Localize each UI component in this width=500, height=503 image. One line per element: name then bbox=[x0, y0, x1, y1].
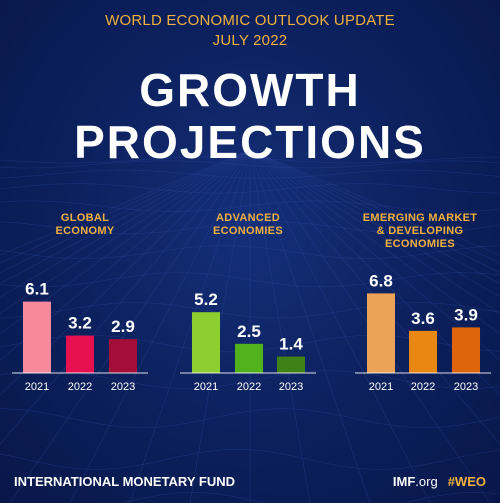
year-tick-label: 2023 bbox=[279, 381, 303, 393]
panel-title-advanced-economies: ADVANCED ECONOMIES bbox=[213, 212, 283, 237]
bar-2022 bbox=[409, 330, 437, 373]
grid-line bbox=[0, 221, 500, 234]
year-tick-label: 2023 bbox=[454, 381, 478, 393]
grid-line bbox=[0, 408, 500, 429]
year-tick-label: 2022 bbox=[411, 381, 435, 393]
bar-2021 bbox=[192, 312, 220, 373]
grid-line bbox=[249, 149, 371, 503]
grid-line bbox=[0, 149, 251, 314]
grid-line bbox=[249, 149, 500, 361]
grid-line bbox=[0, 272, 500, 288]
data-label: 3.6 bbox=[411, 309, 435, 328]
grid-line bbox=[0, 149, 251, 264]
grid-line bbox=[0, 149, 251, 396]
bar-2022 bbox=[235, 343, 263, 374]
grid-line bbox=[0, 160, 500, 169]
grid-line bbox=[249, 149, 500, 273]
bar-2023 bbox=[277, 356, 305, 373]
data-label: 2.5 bbox=[237, 322, 261, 341]
data-label: 2.9 bbox=[111, 317, 135, 336]
grid-line bbox=[0, 302, 500, 319]
grid-line bbox=[0, 149, 251, 273]
report-date: JULY 2022 bbox=[212, 32, 288, 49]
bar-2023 bbox=[109, 339, 137, 373]
grid-line bbox=[249, 149, 500, 445]
bar-2021 bbox=[367, 293, 395, 373]
bar-2021 bbox=[23, 301, 51, 373]
footer-imf: IMF bbox=[392, 474, 416, 489]
year-tick-label: 2021 bbox=[369, 381, 393, 393]
grid-line bbox=[249, 149, 500, 256]
bar-2022 bbox=[66, 335, 94, 373]
grid-line bbox=[0, 149, 251, 445]
grid-line bbox=[249, 149, 500, 264]
data-label: 6.1 bbox=[25, 280, 49, 299]
grid-line bbox=[0, 245, 500, 260]
grid-line bbox=[249, 149, 500, 298]
panel-title-global-economy: GLOBAL ECONOMY bbox=[55, 212, 115, 237]
year-tick-label: 2021 bbox=[194, 381, 218, 393]
year-tick-label: 2023 bbox=[111, 381, 135, 393]
grid-line bbox=[0, 156, 500, 164]
grid-line bbox=[249, 149, 500, 335]
year-tick-label: 2022 bbox=[68, 381, 92, 393]
data-label: 5.2 bbox=[194, 290, 218, 309]
grid-line bbox=[0, 149, 251, 256]
headline-line-1: GROWTH bbox=[139, 64, 361, 116]
headline-line-2: PROJECTIONS bbox=[74, 116, 426, 168]
data-label: 3.9 bbox=[454, 305, 478, 324]
grid-line bbox=[249, 149, 500, 314]
report-name: WORLD ECONOMIC OUTLOOK UPDATE bbox=[105, 12, 395, 29]
grid-line bbox=[249, 149, 500, 396]
grid-line bbox=[0, 149, 251, 298]
grid-line bbox=[69, 149, 251, 503]
grid-line bbox=[249, 149, 431, 503]
footer-org: .org bbox=[415, 474, 438, 489]
footer-organization: INTERNATIONAL MONETARY FUND bbox=[14, 474, 235, 489]
data-label: 3.2 bbox=[68, 314, 92, 333]
grid-line bbox=[0, 448, 500, 470]
grid-line bbox=[129, 149, 251, 503]
grid-line bbox=[0, 149, 251, 285]
bar-2023 bbox=[452, 327, 480, 373]
grid-line bbox=[249, 149, 500, 285]
panel-title-emerging-economies: EMERGING MARKET & DEVELOPING ECONOMIES bbox=[362, 212, 478, 250]
year-tick-label: 2022 bbox=[237, 381, 261, 393]
footer-hashtag: #WEO bbox=[447, 474, 486, 489]
grid-line bbox=[120, 491, 500, 503]
data-label: 1.4 bbox=[279, 335, 303, 354]
grid-line bbox=[249, 149, 311, 503]
grid-line bbox=[0, 169, 500, 179]
grid-line bbox=[0, 200, 500, 212]
year-tick-label: 2021 bbox=[25, 381, 49, 393]
data-label: 6.8 bbox=[369, 271, 393, 290]
footer-links: IMF.org #WEO bbox=[393, 474, 486, 489]
grid-line bbox=[9, 149, 251, 503]
grid-line bbox=[0, 370, 500, 389]
grid-line bbox=[0, 183, 500, 194]
grid-line bbox=[0, 149, 251, 335]
